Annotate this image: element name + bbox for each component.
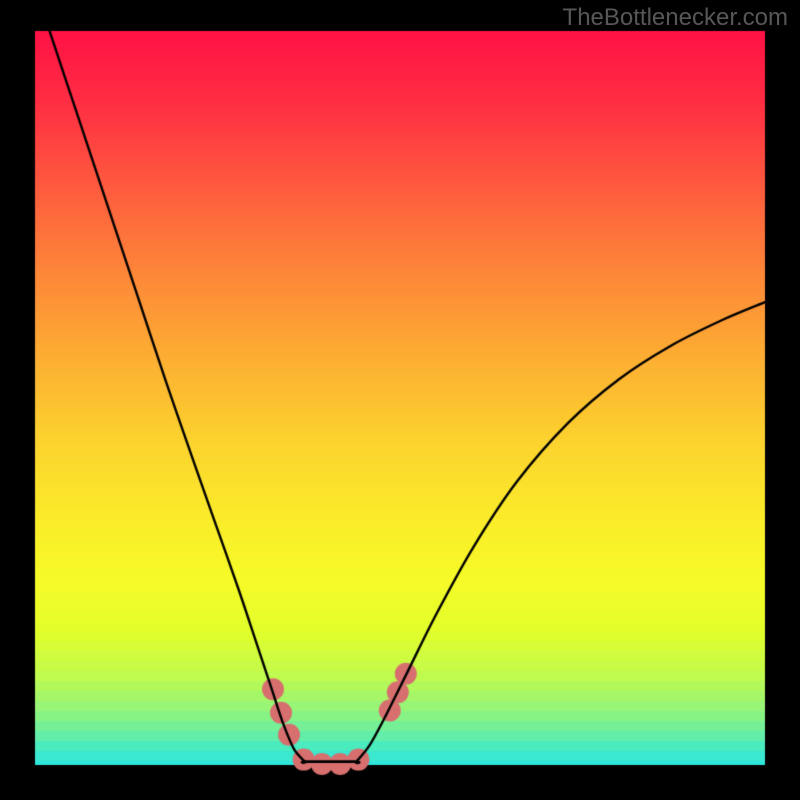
v-curve-chart bbox=[0, 0, 800, 800]
chart-container: TheBottlenecker.com bbox=[0, 0, 800, 800]
